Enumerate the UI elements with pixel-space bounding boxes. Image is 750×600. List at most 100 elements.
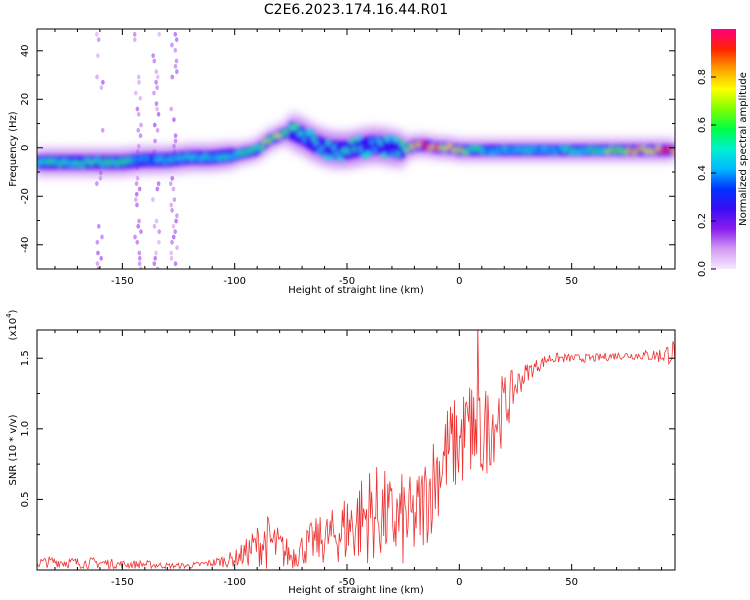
streak-dot <box>171 223 176 229</box>
snr-x-tick-label: 0 <box>456 577 462 588</box>
snr-ticks: -150 -100 -50 0 50 0.5 1.0 1.5 <box>20 330 675 588</box>
streak-dot <box>95 181 99 187</box>
streak-dot <box>101 79 105 85</box>
streak-dot <box>153 255 158 261</box>
streak-dot <box>173 133 178 139</box>
streak-dot <box>173 47 178 53</box>
streak-dot <box>96 37 101 43</box>
snr-panel: -150 -100 -50 0 50 0.5 1.0 1.5 Height of straig… <box>5 309 676 596</box>
colorbar-tick-label: 0.8 <box>697 69 708 85</box>
spectrogram-panel: -150 -100 -50 0 50 -40 -20 0 20 40 Height of stra… <box>8 28 676 296</box>
snr-scale-suffix: ) <box>8 309 19 313</box>
snr-scale-label: (x104) <box>5 309 19 340</box>
streak-dot <box>155 127 160 133</box>
streak-dot <box>136 223 140 229</box>
snr-y-tick-label: 1.0 <box>20 421 31 437</box>
snr-scale-exponent: 4 <box>5 313 13 318</box>
streak-dot <box>157 31 161 37</box>
streak-dot <box>171 234 176 240</box>
streak-dot <box>174 37 179 43</box>
streak-dot <box>132 37 137 43</box>
snr-x-tick-label: -100 <box>223 577 246 588</box>
streak-dot <box>154 69 159 75</box>
colorbar-tick-label: 0.0 <box>697 261 708 277</box>
streak-dot <box>155 266 160 269</box>
streak-dot <box>173 138 178 144</box>
band-peak-cell <box>399 140 405 147</box>
streak-dot <box>154 79 158 85</box>
streak-dot <box>98 175 103 181</box>
streak-dot <box>156 111 161 117</box>
spectrogram-y-tick-label: -20 <box>20 188 31 204</box>
streak-dot <box>155 186 160 192</box>
streak-dot <box>95 31 99 37</box>
streak-dot <box>134 191 139 197</box>
streak-dot <box>132 31 137 37</box>
streak-dot <box>175 69 179 75</box>
streak-dot <box>133 90 138 96</box>
colorbar-ticks: 0.0 0.2 0.4 0.6 0.8 <box>697 69 716 277</box>
streak-dot <box>133 234 137 240</box>
streak-dot <box>169 106 173 112</box>
spectrogram-x-axis-label: Height of straight line (km) <box>288 285 424 296</box>
snr-y-axis-label: SNR (10 * v/v) <box>8 414 19 485</box>
streak-dot <box>136 111 141 117</box>
spectrogram-x-tick-label: -100 <box>223 276 246 287</box>
svg-text:(x104): (x104) <box>5 309 19 340</box>
snr-background <box>37 330 675 570</box>
streak-dot <box>152 58 157 64</box>
streak-dot <box>137 250 142 256</box>
snr-x-tick-label: 50 <box>565 577 578 588</box>
streak-dot <box>95 261 100 267</box>
streak-dot <box>152 261 157 267</box>
streak-dot <box>151 53 156 59</box>
streak-dot <box>96 223 101 229</box>
spectrogram-y-tick-label: 40 <box>20 44 31 57</box>
streak-dot <box>134 181 139 187</box>
colorbar-tick-label: 0.6 <box>697 117 708 133</box>
streak-dot <box>138 133 143 139</box>
streak-dot <box>96 250 100 256</box>
streak-dot <box>170 207 174 213</box>
spectrogram-x-tick-label: 50 <box>565 276 578 287</box>
streak-dot <box>137 79 141 85</box>
streak-dot <box>156 181 161 187</box>
snr-y-tick-label: 1.5 <box>20 350 31 366</box>
snr-x-tick-label: -50 <box>339 577 355 588</box>
spectrogram-x-tick-label: -50 <box>339 276 355 287</box>
spectrogram-band <box>37 112 675 176</box>
streak-dot <box>99 85 104 91</box>
streak-dot <box>153 138 157 144</box>
streak-dot <box>169 202 173 208</box>
spectrogram-frame <box>36 28 676 270</box>
streak-dot <box>135 175 140 181</box>
snr-scale-prefix: (x10 <box>8 318 19 341</box>
streak-dot <box>173 63 178 69</box>
streak-dot <box>171 186 176 192</box>
spectrogram-y-axis-label: Frequency (Hz) <box>8 111 19 187</box>
streak-dot <box>154 250 158 256</box>
streak-dot <box>139 229 143 235</box>
streak-dot <box>99 255 104 261</box>
streak-dot <box>95 239 100 245</box>
streak-dot <box>136 74 141 80</box>
streak-dot <box>175 213 179 219</box>
streak-dot <box>137 255 142 261</box>
streak-dot <box>157 229 162 235</box>
streak-dot <box>170 175 175 181</box>
streak-dot <box>172 197 177 203</box>
streak-dot <box>137 186 142 192</box>
snr-line <box>37 330 675 570</box>
colorbar-gradient <box>711 29 736 269</box>
streak-dot <box>172 117 176 123</box>
streak-dot <box>154 101 159 107</box>
streak-dot <box>137 261 142 267</box>
spectrogram-heatmap <box>37 31 675 269</box>
spectrogram-ticks: -150 -100 -50 0 50 -40 -20 0 20 40 <box>20 29 675 287</box>
snr-series <box>37 330 675 570</box>
streak-dot <box>155 74 160 80</box>
streak-dot <box>174 58 179 64</box>
band-peak-cell <box>308 129 315 136</box>
streak-dot <box>173 261 178 267</box>
snr-x-tick-label: -150 <box>111 577 134 588</box>
